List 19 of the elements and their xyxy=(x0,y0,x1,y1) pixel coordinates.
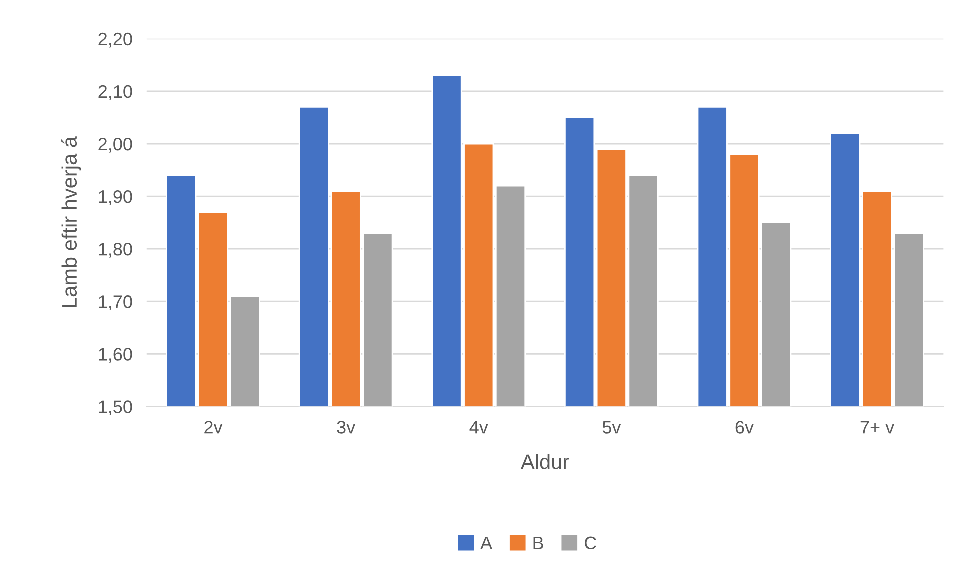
x-tick-label: 4v xyxy=(470,421,488,434)
x-tick-label: 6v xyxy=(736,421,754,434)
x-tick-label: 2v xyxy=(204,421,223,434)
y-tick-label: 1,70 xyxy=(99,296,132,310)
y-tick-label: 2,20 xyxy=(98,32,132,48)
y-tick-label: 2,10 xyxy=(98,85,132,100)
x-axis-title: Aldur xyxy=(521,454,570,470)
x-tick-label: 3v xyxy=(337,421,356,434)
y-tick-label: 1,50 xyxy=(99,400,132,416)
x-tick-label: 5v xyxy=(602,421,622,434)
y-tick-label: 1,90 xyxy=(99,190,132,206)
y-tick-label: 1,80 xyxy=(99,243,132,258)
y-tick-label: 1,60 xyxy=(99,348,132,364)
legend-label: C xyxy=(584,536,596,550)
y-axis-title: Lamb eftir hverja á xyxy=(62,136,82,308)
x-tick-label: 7+ v xyxy=(860,421,895,434)
legend-label: B xyxy=(534,536,544,550)
legend-label: A xyxy=(480,536,493,550)
y-tick-label: 2,00 xyxy=(98,138,132,153)
